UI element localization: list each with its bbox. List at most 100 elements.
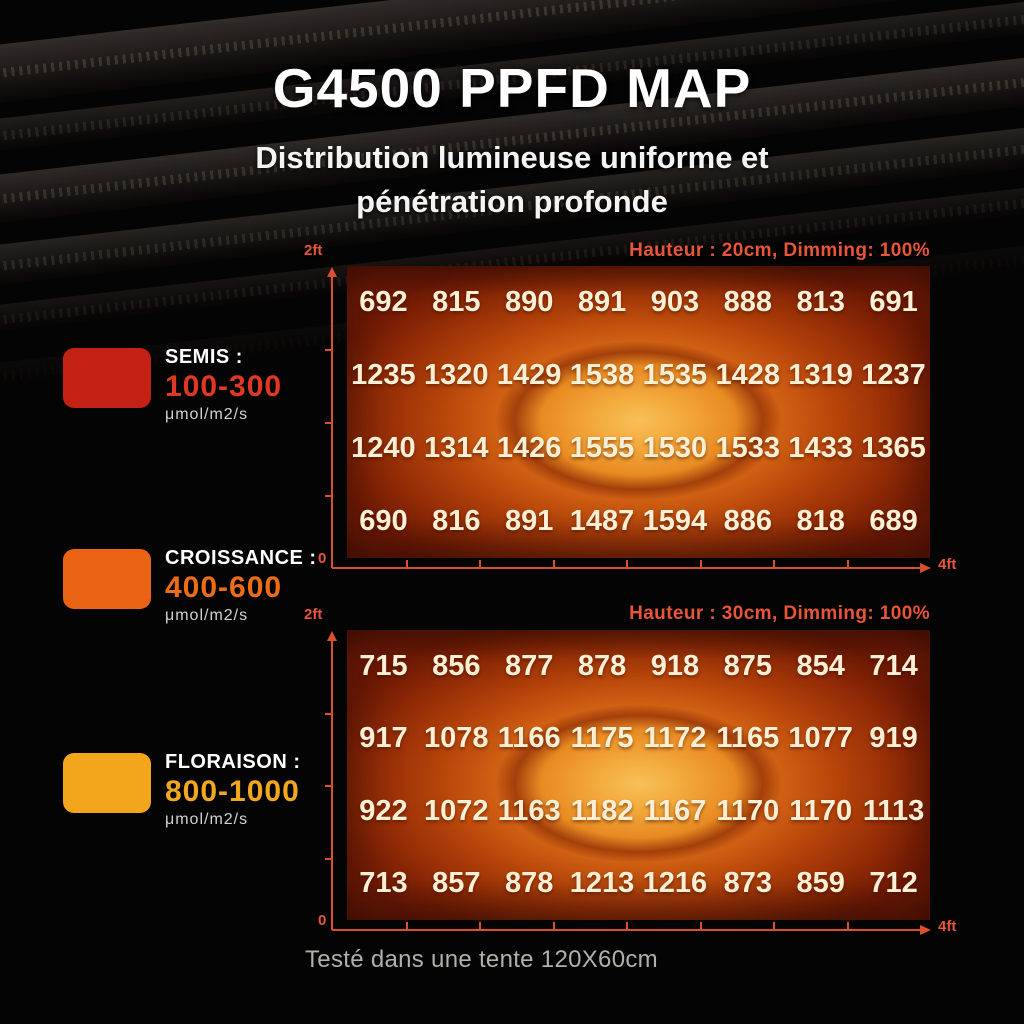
ppfd-value: 918 <box>650 649 700 682</box>
ppfd-value: 1078 <box>424 722 489 755</box>
ppfd-value: 1182 <box>570 794 634 827</box>
ppfd-value: 922 <box>359 794 408 827</box>
right-arrow-icon <box>920 563 931 573</box>
ppfd-value: 1320 <box>424 359 489 391</box>
ppfd-value: 1594 <box>642 505 708 537</box>
page-title: G4500 PPFD MAP <box>272 57 752 119</box>
ppfd-value: 875 <box>723 649 772 682</box>
ppfd-value: 1433 <box>788 432 853 464</box>
x-axis-tick <box>846 922 849 929</box>
ppfd-value: 859 <box>796 867 845 900</box>
legend-stage-label: CROISSANCE : <box>165 547 317 569</box>
ppfd-value: 816 <box>432 505 481 537</box>
chart-1-title: Hauteur : 20cm, Dimming: 100% <box>629 240 930 261</box>
ppfd-value: 713 <box>359 867 408 900</box>
chart-2-title: Hauteur : 30cm, Dimming: 100% <box>629 603 930 624</box>
ppfd-value: 891 <box>577 286 627 318</box>
legend-ppfd-range: 800-1000 <box>165 775 300 808</box>
chart-2-origin-label: 0 <box>318 912 327 929</box>
chart-1-heatmap: 692 815 890 891 903 888 813 691 1235 1320 1429 1538… <box>347 266 930 558</box>
ppfd-value: 813 <box>796 286 845 318</box>
legend-unit: μmol/m2/s <box>165 607 249 624</box>
legend-unit: μmol/m2/s <box>165 811 249 828</box>
y-axis-tick <box>325 495 332 497</box>
x-axis-tick <box>479 560 481 567</box>
ppfd-value: 1167 <box>643 794 707 827</box>
ppfd-value: 715 <box>359 649 408 682</box>
chart-1-value-grid: 692 815 890 891 903 888 813 691 1235 1320 1429 1538… <box>347 266 930 558</box>
ppfd-value: 690 <box>359 505 408 537</box>
ppfd-value: 1170 <box>789 794 853 827</box>
page-subtitle: Distribution lumineuse uniforme et pénét… <box>0 136 1024 224</box>
ppfd-value: 1166 <box>497 722 561 755</box>
ppfd-value: 1165 <box>716 722 780 755</box>
chart-2-value-grid: 715 856 877 878 918 875 854 714 917 1078 1166 1175 1… <box>347 630 930 920</box>
chart-2-x-max-label: 4ft <box>938 918 957 935</box>
chart-2-x-axis <box>332 922 931 935</box>
y-axis-tick <box>325 712 332 715</box>
y-axis-tick <box>325 422 332 424</box>
legend-text: SEMIS :100-300 μmol/m2/s <box>165 346 282 424</box>
ppfd-value: 856 <box>432 649 481 682</box>
x-axis-tick <box>479 922 481 929</box>
subtitle-line-2: pénétration profonde <box>356 184 668 220</box>
y-axis-tick <box>325 349 332 351</box>
legend-color-swatch <box>63 753 151 813</box>
ppfd-value: 857 <box>432 867 481 900</box>
ppfd-value: 873 <box>723 867 772 900</box>
ppfd-value: 1237 <box>861 359 926 391</box>
ppfd-value: 689 <box>869 505 918 537</box>
ppfd-value: 878 <box>504 867 554 900</box>
ppfd-value: 712 <box>869 867 918 900</box>
x-axis-tick <box>846 560 849 567</box>
ppfd-value: 1113 <box>862 794 925 827</box>
x-axis-tick <box>405 922 408 929</box>
x-axis-tick <box>405 560 408 567</box>
ppfd-value: 1072 <box>424 794 489 827</box>
ppfd-value: 1172 <box>643 722 707 755</box>
up-arrow-icon <box>327 267 337 277</box>
ppfd-value: 1216 <box>642 867 708 900</box>
test-condition-note: Testé dans une tente 120X60cm <box>305 946 658 973</box>
ppfd-value: 714 <box>869 649 918 682</box>
legend-text: CROISSANCE :400-600 μmol/m2/s <box>165 547 317 625</box>
ppfd-value: 877 <box>504 649 554 682</box>
x-axis-tick <box>699 560 702 567</box>
ppfd-value: 1240 <box>351 432 416 464</box>
chart-1-x-max-label: 4ft <box>938 556 957 573</box>
ppfd-value: 815 <box>432 286 481 318</box>
ppfd-value: 1314 <box>424 432 489 464</box>
legend-stage-label: SEMIS : <box>165 346 243 368</box>
ppfd-value: 1535 <box>642 359 708 391</box>
ppfd-value: 1175 <box>570 722 634 755</box>
ppfd-value: 1163 <box>497 794 561 827</box>
x-axis-tick <box>626 922 628 929</box>
ppfd-value: 878 <box>577 649 627 682</box>
ppfd-value: 1428 <box>715 359 781 391</box>
legend-ppfd-range: 100-300 <box>165 370 283 403</box>
ppfd-value: 1319 <box>788 359 853 391</box>
ppfd-value: 1530 <box>642 432 708 464</box>
ppfd-value: 1538 <box>569 359 635 391</box>
subtitle-line-1: Distribution lumineuse uniforme et <box>255 140 769 175</box>
chart-1-y-max-label: 2ft <box>304 242 323 259</box>
legend-unit: μmol/m2/s <box>165 406 249 423</box>
ppfd-value: 1426 <box>496 432 562 464</box>
x-axis-tick <box>773 560 775 567</box>
ppfd-value: 1487 <box>569 505 635 537</box>
ppfd-value: 854 <box>796 649 845 682</box>
legend-color-swatch <box>63 549 151 609</box>
ppfd-value: 1555 <box>569 432 635 464</box>
ppfd-value: 1077 <box>788 722 853 755</box>
ppfd-value: 919 <box>869 722 918 755</box>
ppfd-value: 903 <box>650 286 700 318</box>
x-axis-tick <box>552 922 555 929</box>
ppfd-value: 1429 <box>496 359 562 391</box>
ppfd-value: 917 <box>359 722 408 755</box>
x-axis-tick <box>552 560 555 567</box>
chart-2-y-max-label: 2ft <box>304 606 323 623</box>
right-arrow-icon <box>920 925 931 935</box>
legend-color-swatch <box>63 348 151 408</box>
legend-text: FLORAISON :800-1000 μmol/m2/s <box>165 751 301 829</box>
